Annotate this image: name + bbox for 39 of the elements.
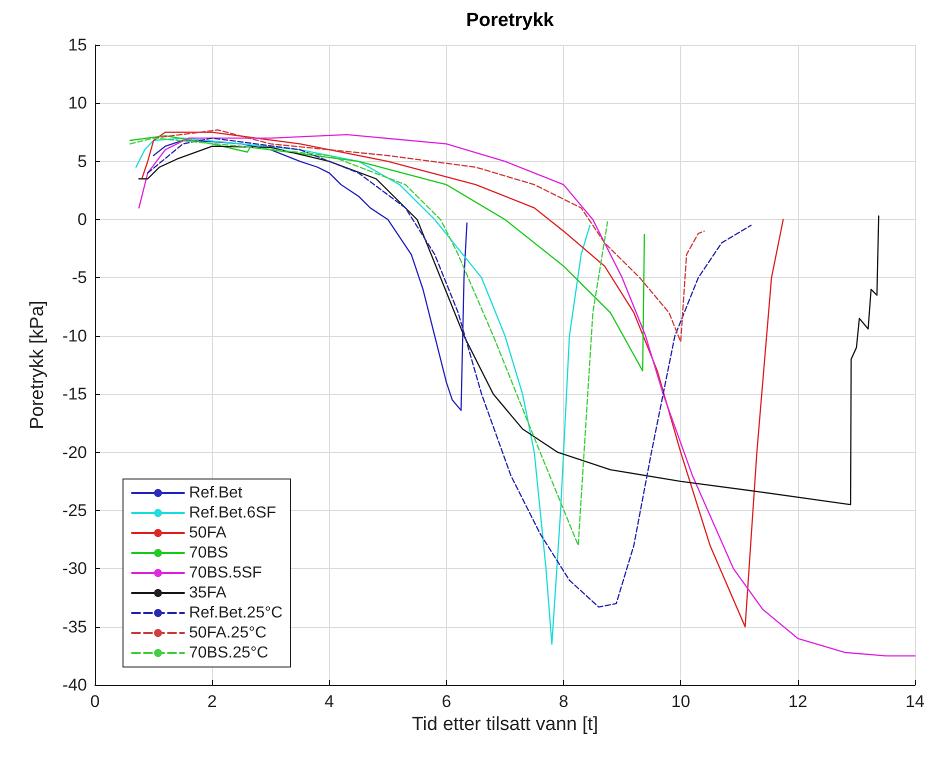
legend-label: 70BS.25°C — [189, 644, 268, 662]
line-series — [135, 137, 591, 645]
x-tick-label: 12 — [788, 692, 808, 711]
x-tick-label: 10 — [671, 692, 690, 711]
x-tick-label: 6 — [442, 692, 452, 711]
y-tick-label: 10 — [68, 94, 87, 113]
legend-label: 50FA.25°C — [189, 624, 267, 642]
chart-title: Poretrykk — [466, 10, 554, 31]
line-series — [129, 137, 608, 546]
x-tick-label: 14 — [906, 692, 924, 711]
line-series — [129, 135, 646, 372]
line-series — [138, 134, 916, 657]
y-tick-label: -40 — [62, 676, 87, 694]
line-series — [138, 146, 880, 506]
x-tick-label: 0 — [90, 692, 100, 711]
y-tick-label: 15 — [68, 36, 87, 54]
x-tick-label: 8 — [558, 692, 568, 711]
line-series — [152, 140, 468, 412]
legend-label: 70BS.5SF — [189, 564, 262, 582]
y-tick-label: -10 — [62, 326, 87, 346]
legend-label: 35FA — [189, 584, 227, 602]
legend-label: Ref.Bet.6SF — [189, 504, 276, 522]
y-tick-label: -15 — [62, 384, 87, 404]
y-tick-label: -25 — [62, 500, 87, 520]
x-tick-label: 2 — [207, 692, 217, 711]
x-tick-label: 4 — [324, 692, 334, 711]
y-tick-label: -30 — [62, 559, 87, 578]
legend-label: 50FA — [189, 524, 227, 542]
y-tick-label: -5 — [72, 268, 87, 288]
y-tick-label: -20 — [62, 442, 87, 462]
y-tick-label: 5 — [78, 152, 87, 171]
legend-label: Ref.Bet.25°C — [189, 604, 283, 622]
y-axis-title: Poretrykk [kPa] — [27, 300, 48, 430]
x-axis-title: Tid etter tilsatt vann [t] — [412, 714, 598, 735]
legend-label: 70BS — [189, 544, 228, 562]
y-tick-label: 0 — [78, 210, 87, 230]
y-tick-label: -35 — [62, 617, 87, 636]
legend-label: Ref.Bet — [189, 484, 243, 502]
line-series — [152, 129, 705, 342]
